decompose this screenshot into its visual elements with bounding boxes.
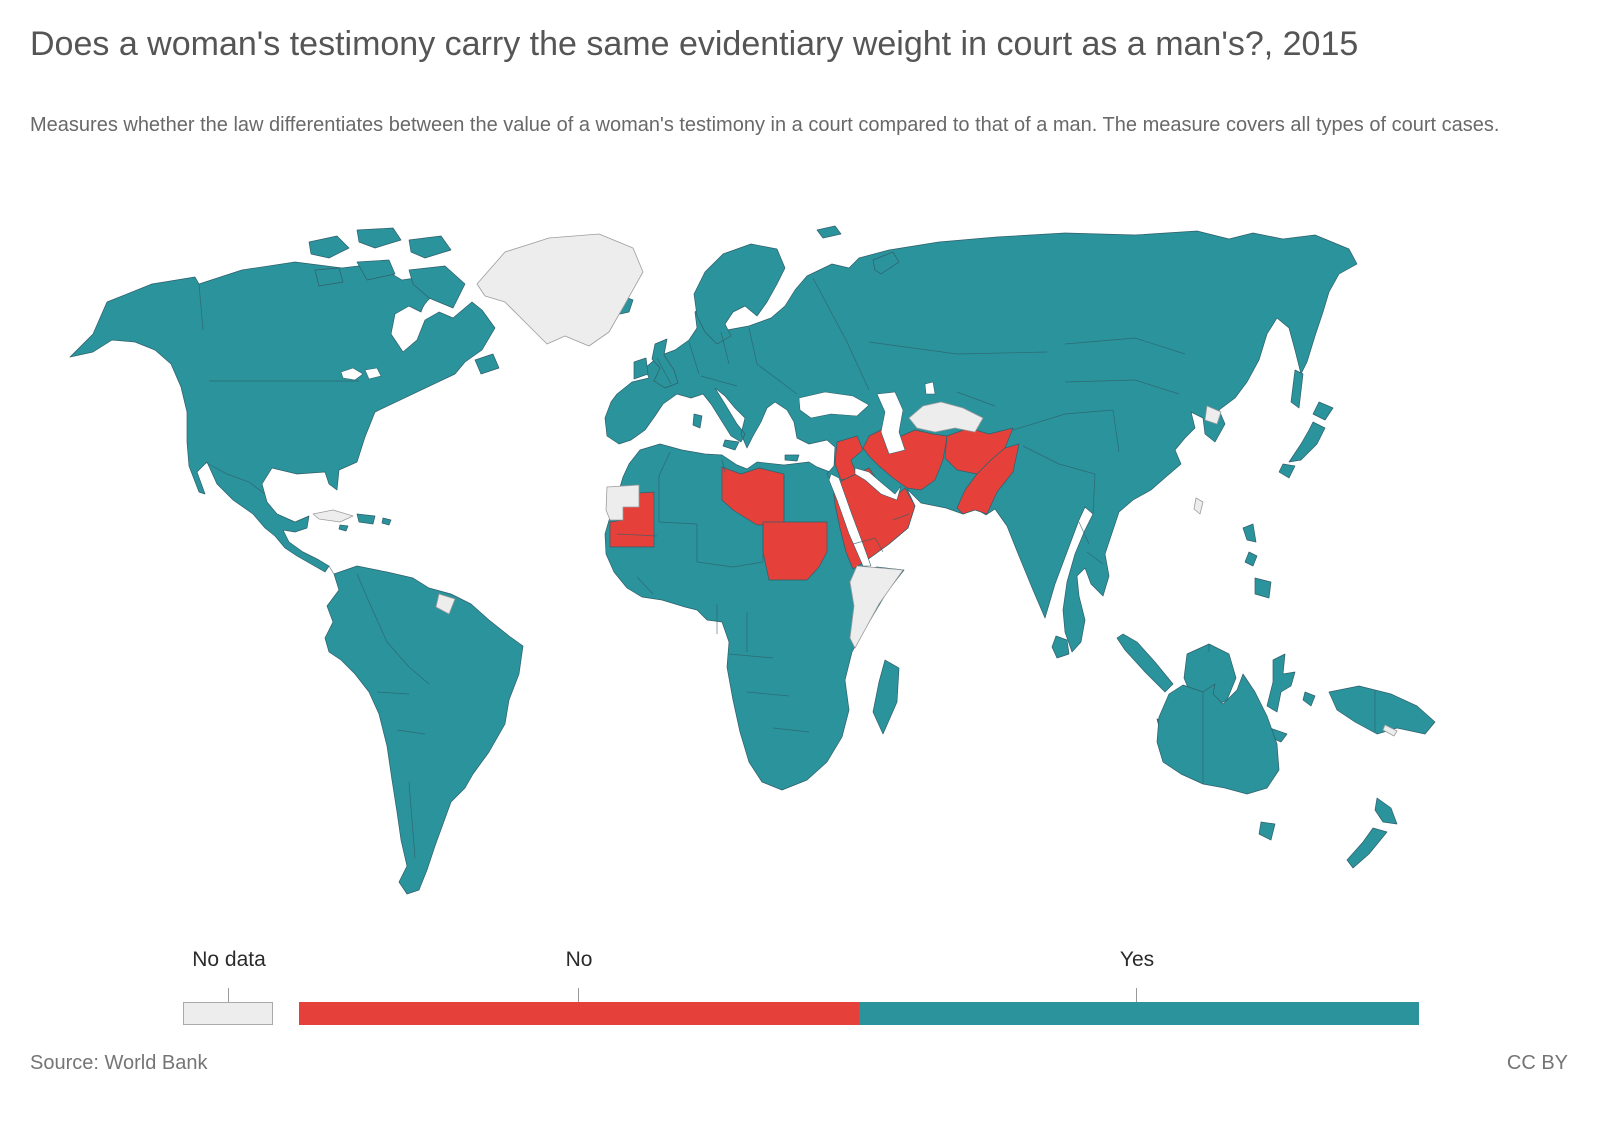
- region-africa[interactable]: [604, 443, 905, 791]
- region-turkmenistan[interactable]: [908, 401, 984, 433]
- region-arctic-islands[interactable]: [308, 227, 500, 375]
- region-iran[interactable]: [862, 427, 948, 491]
- region-new-zealand[interactable]: [1346, 797, 1398, 869]
- source-note: Source: World Bank: [30, 1052, 208, 1074]
- great-lakes: [340, 367, 382, 381]
- world-map-svg[interactable]: [57, 222, 1477, 912]
- license-link[interactable]: CC BY: [1506, 1052, 1568, 1074]
- region-philippines[interactable]: [1242, 523, 1272, 599]
- country-borders: [198, 277, 1376, 859]
- region-french-guiana[interactable]: [435, 593, 456, 615]
- page-subtitle: Measures whether the law differentiates …: [30, 114, 1500, 136]
- region-taiwan[interactable]: [1193, 497, 1204, 515]
- region-north-korea[interactable]: [1204, 405, 1222, 425]
- region-novaya-zemlya[interactable]: [816, 225, 900, 275]
- region-south-america[interactable]: [324, 565, 524, 895]
- black-sea: [798, 391, 870, 419]
- region-somalia[interactable]: [849, 565, 904, 649]
- aral-sea: [924, 381, 936, 395]
- legend-label-no: No: [565, 948, 593, 971]
- region-caribbean-islands[interactable]: [338, 513, 392, 532]
- region-sudan[interactable]: [762, 521, 828, 581]
- region-scandinavia[interactable]: [693, 243, 786, 345]
- red-sea: [828, 473, 872, 567]
- legend-tick-no-data: [228, 988, 229, 1002]
- region-greenland[interactable]: [476, 233, 644, 347]
- legend-swatch-no[interactable]: [299, 1002, 859, 1025]
- region-ireland[interactable]: [633, 357, 649, 380]
- legend-label-yes: Yes: [1119, 948, 1155, 971]
- page-title: Does a woman's testimony carry the same …: [30, 25, 1359, 63]
- region-japan[interactable]: [1278, 369, 1334, 479]
- legend-label-no-data: No data: [192, 948, 266, 971]
- legend-swatch-no-data[interactable]: [183, 1002, 273, 1025]
- region-new-caledonia[interactable]: [1382, 724, 1398, 737]
- region-new-guinea[interactable]: [1328, 685, 1436, 735]
- region-united-kingdom[interactable]: [651, 338, 679, 389]
- persian-gulf: [854, 467, 902, 501]
- region-australia[interactable]: [1156, 673, 1280, 841]
- region-syria-jordan[interactable]: [834, 435, 864, 481]
- region-madagascar[interactable]: [872, 659, 900, 735]
- region-western-sahara[interactable]: [605, 484, 640, 521]
- legend-tick-yes: [1136, 988, 1137, 1002]
- region-cuba[interactable]: [312, 509, 354, 523]
- region-north-america[interactable]: [69, 261, 496, 573]
- region-mediterranean-islands[interactable]: [692, 413, 800, 462]
- legend-tick-no: [578, 988, 579, 1002]
- caspian-sea: [876, 391, 906, 455]
- world-map[interactable]: [57, 222, 1477, 912]
- region-pakistan[interactable]: [956, 443, 1020, 515]
- region-sri-lanka[interactable]: [1051, 635, 1070, 659]
- legend-swatch-yes[interactable]: [859, 1002, 1419, 1025]
